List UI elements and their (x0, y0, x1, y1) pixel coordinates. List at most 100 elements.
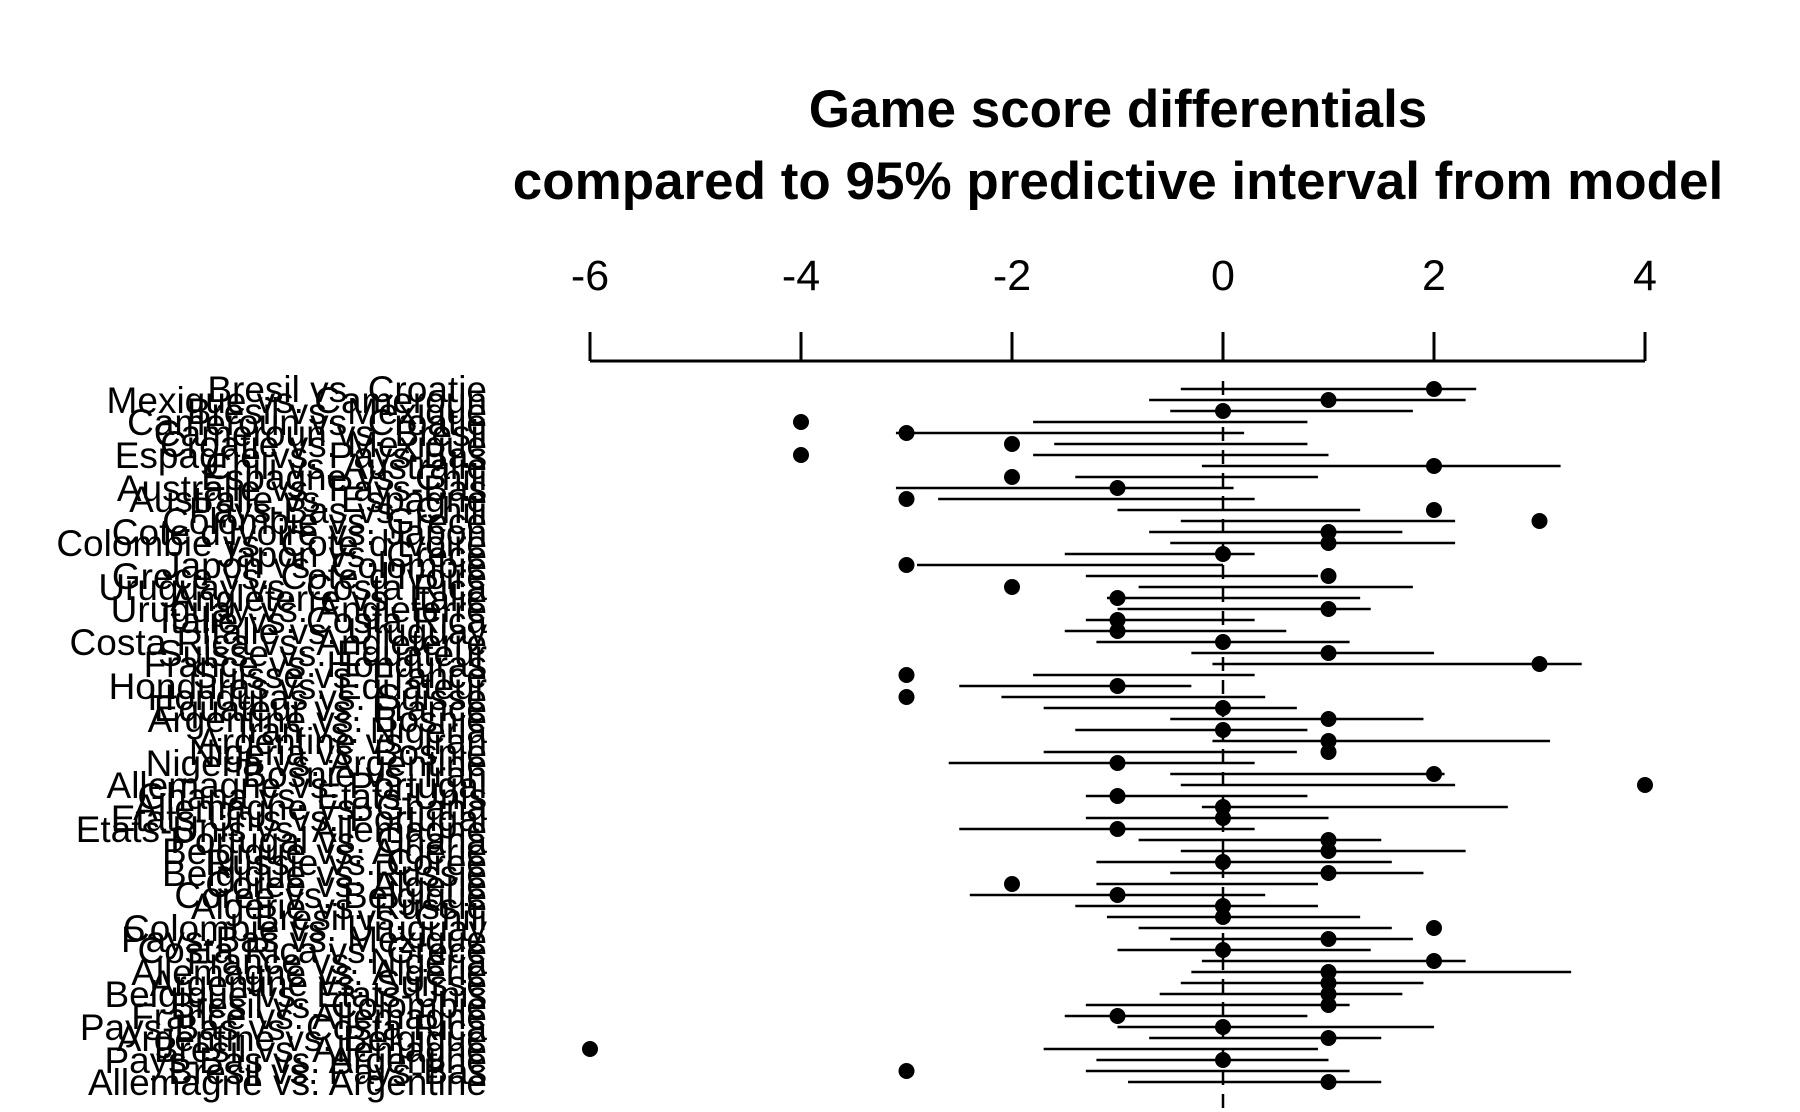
chart-title-line-2: compared to 95% predictive interval from… (513, 152, 1724, 211)
data-point (1320, 645, 1337, 661)
game-label: Bresil vs. Colombie (170, 985, 487, 1026)
data-point (1320, 392, 1337, 408)
data-point (1215, 403, 1231, 419)
game-label: Pays-Bas vs. Mexique (121, 919, 487, 960)
game-label: Allemagne vs. Argentine (88, 1062, 487, 1103)
game-label: Bresil vs. Allemagne (154, 1029, 487, 1070)
game-label: Italie vs. Uruguay (201, 611, 487, 652)
game-label: Ghana vs. Etats-Unis (137, 776, 487, 817)
game-label: Grece vs. Cote d'Ivoire (112, 556, 487, 597)
game-label: Bresil vs. Pays-Bas (168, 1051, 487, 1092)
game-label: Australie vs. Espagne (129, 479, 487, 520)
data-point (1637, 777, 1653, 793)
data-point (1320, 843, 1337, 859)
game-label: Costa Rica vs. Angleterre (70, 622, 487, 663)
game-label: Colombie vs. Uruguay (123, 908, 487, 949)
data-point (1109, 480, 1126, 496)
data-point (1320, 931, 1337, 947)
game-label: Cameroun vs. Bresil (154, 413, 487, 454)
data-point (1320, 997, 1337, 1013)
game-label: Cameroun vs. Croatie (127, 402, 487, 443)
game-label: Nigeria vs. Argentine (146, 743, 487, 784)
game-label: Colombie vs. Grece (162, 501, 487, 542)
game-label: Allemagne vs. Portugal (107, 765, 487, 806)
game-label: Pays-Bas vs. Costa Rica (80, 1007, 488, 1048)
game-label: Espagne vs. Pays-Bas (115, 435, 487, 476)
data-point (1215, 1019, 1231, 1035)
data-point (1215, 942, 1231, 958)
game-label: Algerie vs. Russie (191, 886, 487, 927)
game-label: France vs. Allemagne (131, 996, 487, 1037)
x-tick-label: -4 (782, 252, 820, 300)
game-label: Mexique vs. Cameroun (107, 380, 487, 421)
game-label: Croatie vs. Mexique (160, 424, 487, 465)
data-point (1215, 799, 1231, 815)
game-label: Belgique vs. Etats-Unis (104, 974, 487, 1015)
game-label: Coree vs. Algerie (205, 864, 487, 905)
data-point (1426, 502, 1442, 518)
data-point (1320, 975, 1337, 991)
game-label: Colombie vs. Cote d'Ivoire (56, 523, 487, 564)
game-label: Russie vs. Coree (205, 842, 487, 883)
game-label: Uruguay vs. Costa Rica (98, 567, 487, 608)
data-point (1320, 601, 1337, 617)
game-label: Chili vs. Australie (205, 446, 487, 487)
data-point (1109, 623, 1126, 639)
game-label: Bresil vs. Chili (255, 897, 487, 938)
game-label: Australie vs. Pays-Bas (117, 468, 487, 509)
game-label: Honduras vs. Suisse (148, 677, 487, 718)
game-label: France vs. Honduras (144, 644, 487, 685)
game-label: Argentine vs. Belgique (117, 1018, 487, 1059)
game-label: Japon vs. Colombie (162, 545, 487, 586)
data-point (898, 689, 915, 705)
data-point (1215, 909, 1231, 925)
data-point (1215, 810, 1231, 826)
game-label: Suisse vs. France (193, 655, 487, 696)
x-tick-label: 2 (1422, 252, 1446, 300)
game-label: Espagne vs. Chili (201, 457, 487, 498)
game-label: Suisse vs. Equateur (158, 633, 487, 674)
game-label: Angleterre vs. Italie (170, 578, 487, 619)
data-point (1004, 436, 1020, 452)
game-label: Iran vs. Nigeria (238, 710, 487, 751)
game-label: Equateur vs. France (154, 688, 487, 729)
game-label: Belgique vs. Russie (162, 853, 487, 894)
game-label: Pays-Bas vs. Argentine (104, 1040, 487, 1081)
data-point (898, 425, 915, 441)
data-point (1215, 546, 1231, 562)
data-point (1004, 579, 1020, 595)
data-point (1215, 898, 1231, 914)
data-point (793, 447, 809, 463)
x-tick-label: -2 (993, 252, 1031, 300)
game-label: France vs. Nigeria (187, 941, 488, 982)
game-label: Pays-Bas vs. Chili (189, 490, 487, 531)
data-point (1320, 964, 1337, 980)
data-point (1320, 865, 1337, 881)
data-point (1004, 876, 1020, 892)
data-point (1109, 887, 1126, 903)
data-point (1109, 612, 1126, 628)
data-point (1426, 766, 1442, 782)
game-label: Argentine vs. Iran (197, 721, 487, 762)
data-point (1320, 568, 1337, 584)
data-point (1320, 1074, 1337, 1090)
game-label: Uruguay vs. Angleterre (111, 589, 487, 630)
data-point (1426, 381, 1442, 397)
data-point (1215, 1052, 1231, 1068)
data-point (1215, 700, 1231, 716)
data-point (1320, 711, 1337, 727)
data-point (1109, 788, 1126, 804)
game-label: Bresil vs. Mexique (187, 391, 487, 432)
game-label: Argentine vs. Suisse (150, 963, 487, 1004)
predictive-intervals (895, 387, 1582, 1084)
data-point (1320, 744, 1337, 760)
game-label: Allemagne vs. Algerie (131, 952, 487, 993)
game-label: Allemagne vs. Ghana (133, 787, 487, 828)
x-axis: -6 -4 -2 0 2 4 (571, 252, 1657, 363)
data-point (1004, 469, 1020, 485)
data-point (898, 557, 915, 573)
game-label: Coree vs. Belgique (174, 875, 487, 916)
data-point (1320, 535, 1337, 551)
